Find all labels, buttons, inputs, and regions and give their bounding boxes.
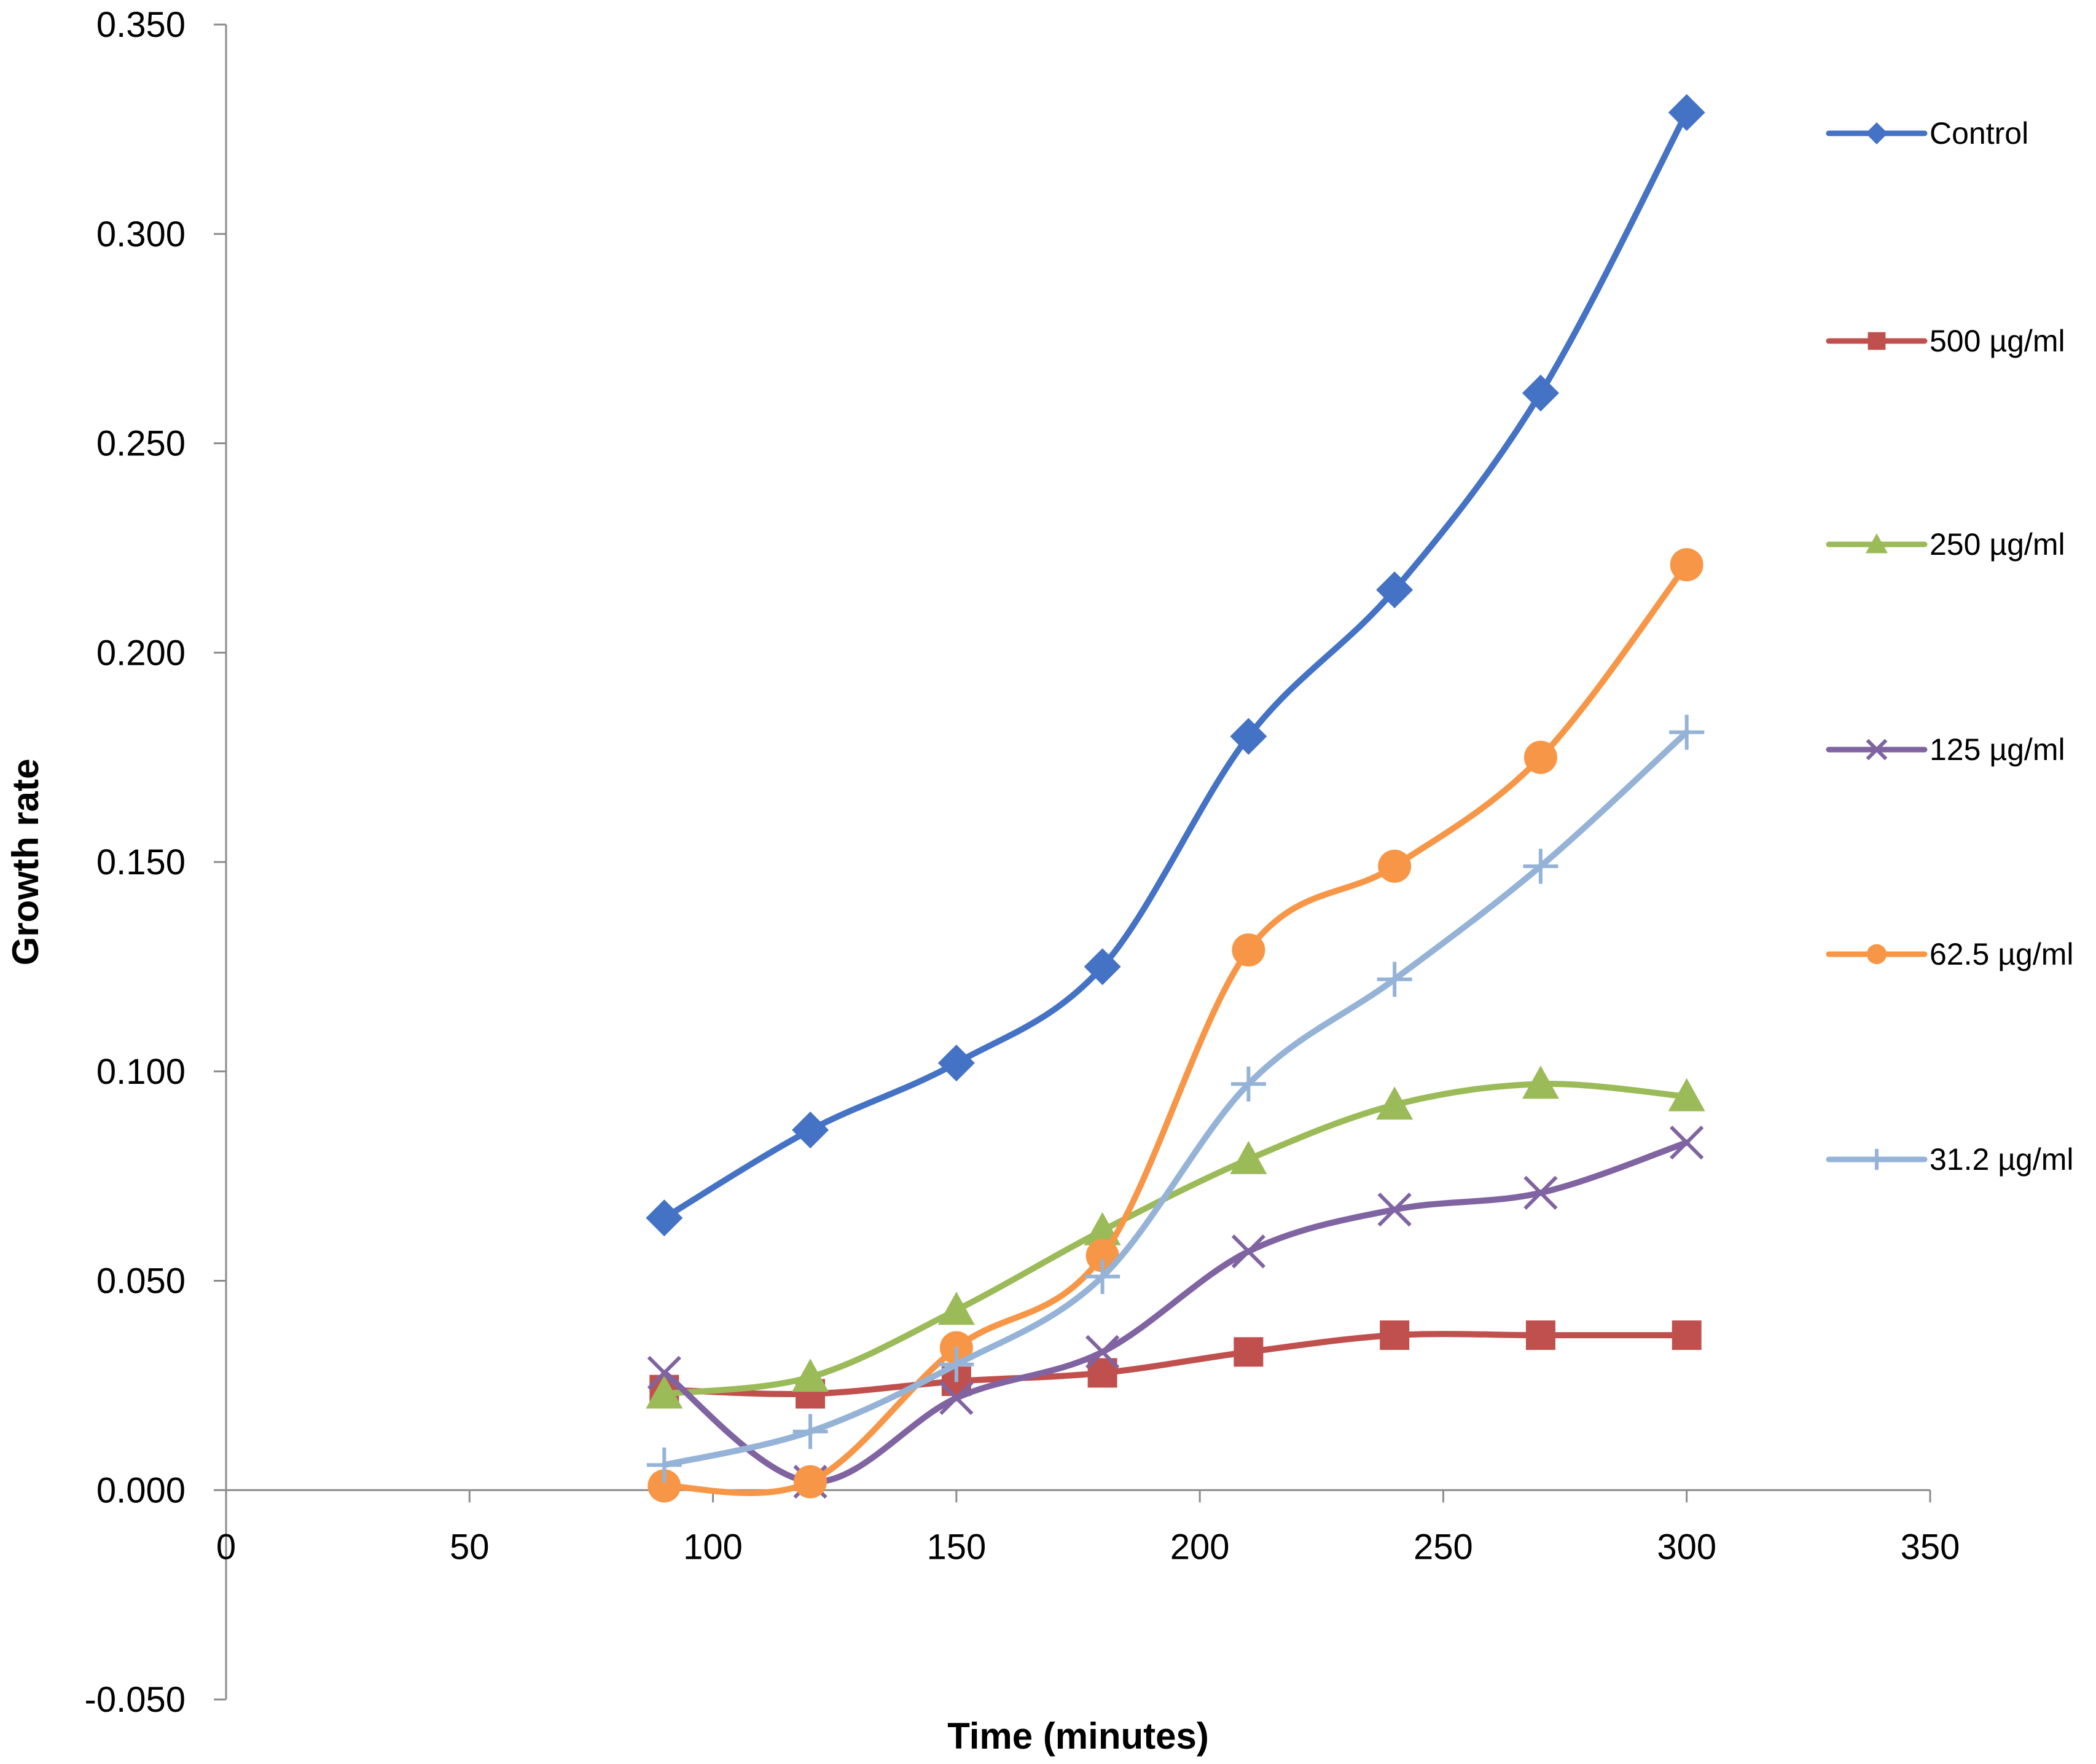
- legend-marker: [1867, 332, 1886, 350]
- legend-label: 62.5 µg/ml: [1930, 937, 2073, 971]
- data-point: [647, 1355, 681, 1390]
- legend-marker: [1866, 533, 1888, 554]
- x-tick-label: 200: [1170, 1527, 1230, 1567]
- data-point: [1523, 1175, 1558, 1210]
- x-tick-label: 300: [1657, 1527, 1716, 1567]
- data-point: [1377, 1193, 1412, 1227]
- data-point: [792, 1414, 828, 1449]
- data-point: [646, 1447, 682, 1483]
- legend-label: 250 µg/ml: [1930, 527, 2065, 562]
- legend-marker: [1866, 1148, 1888, 1170]
- y-tick-label: 0.000: [96, 1470, 186, 1510]
- series-2: [646, 1065, 1705, 1409]
- data-point: [646, 1375, 683, 1409]
- legend: Control 500 µg/ml 250 µg/ml 125 µg/ml 62.5 µ…: [1826, 116, 2073, 1177]
- data-point: [1084, 948, 1121, 986]
- data-point: [937, 1045, 975, 1082]
- legend-label: Control: [1930, 116, 2028, 151]
- data-point: [792, 1111, 829, 1149]
- legend-item: 250 µg/ml: [1826, 527, 2065, 562]
- data-point: [1669, 715, 1705, 750]
- data-point: [1670, 1125, 1704, 1160]
- x-tick-label: 0: [216, 1527, 236, 1567]
- data-point: [1232, 933, 1265, 967]
- data-point: [647, 1469, 681, 1503]
- series-line: [661, 109, 1690, 1221]
- y-tick-label: -0.050: [85, 1680, 186, 1720]
- y-tick-label: 0.150: [96, 842, 186, 882]
- series-0: [646, 94, 1705, 1237]
- y-ticks: -0.050 0.000 0.050 0.100 0.150 0.200 0.250 0.30…: [85, 5, 226, 1720]
- data-point: [1668, 94, 1705, 131]
- data-point: [1377, 962, 1412, 997]
- series-5: [646, 715, 1705, 1483]
- data-point: [1378, 849, 1412, 883]
- data-point: [1231, 1234, 1266, 1269]
- data-point: [1525, 1320, 1555, 1350]
- x-tick-label: 350: [1901, 1527, 1960, 1567]
- y-tick-label: 0.050: [96, 1261, 186, 1301]
- y-tick-label: 0.200: [96, 633, 186, 673]
- data-point: [646, 1199, 683, 1237]
- series-line: [661, 1331, 1690, 1397]
- data-point: [1376, 571, 1414, 609]
- y-tick-label: 0.350: [96, 5, 186, 45]
- legend-item: 62.5 µg/ml: [1826, 937, 2073, 971]
- data-point: [1230, 718, 1267, 755]
- legend-item: 125 µg/ml: [1826, 732, 2065, 767]
- data-point: [1523, 849, 1558, 884]
- legend-item: 31.2 µg/ml: [1826, 1142, 2073, 1177]
- data-point: [792, 1358, 829, 1392]
- legend-label: 125 µg/ml: [1930, 732, 2065, 767]
- data-point: [1523, 740, 1557, 774]
- data-point: [1522, 374, 1559, 412]
- series-layer: [646, 94, 1705, 1503]
- data-point: [1376, 1086, 1414, 1120]
- legend-marker: [1866, 122, 1888, 144]
- y-axis-title: Growth rate: [5, 759, 46, 966]
- x-tick-label: 50: [450, 1527, 490, 1567]
- series-4: [647, 548, 1703, 1503]
- data-point: [1230, 1066, 1266, 1102]
- data-point: [939, 1347, 974, 1382]
- data-point: [1670, 548, 1703, 582]
- legend-label: 31.2 µg/ml: [1930, 1142, 2073, 1177]
- axes: [225, 25, 1930, 1699]
- legend-marker: [1866, 739, 1888, 761]
- data-point: [1230, 1140, 1267, 1174]
- data-point: [939, 1381, 974, 1415]
- data-point: [1380, 1320, 1410, 1350]
- x-ticks: 0 50 100 150 200 250 300 350: [216, 1490, 1960, 1567]
- data-point: [1522, 1065, 1559, 1099]
- data-point: [1234, 1337, 1264, 1367]
- x-tick-label: 150: [926, 1527, 986, 1567]
- y-tick-label: 0.300: [96, 214, 186, 254]
- data-point: [794, 1465, 827, 1499]
- y-tick-label: 0.250: [96, 424, 186, 464]
- x-axis-title: Time (minutes): [947, 1715, 1209, 1757]
- data-point: [1085, 1335, 1120, 1369]
- x-tick-label: 100: [683, 1527, 743, 1567]
- data-point: [1668, 1078, 1705, 1111]
- legend-item: 500 µg/ml: [1826, 324, 2065, 358]
- legend-marker: [1866, 944, 1887, 965]
- series-line: [661, 562, 1690, 1496]
- series-1: [649, 1320, 1702, 1409]
- series-line: [661, 729, 1690, 1468]
- data-point: [1085, 1259, 1120, 1295]
- x-tick-label: 250: [1414, 1527, 1473, 1567]
- data-point: [937, 1292, 975, 1325]
- legend-label: 500 µg/ml: [1930, 324, 2065, 358]
- data-point: [1672, 1320, 1702, 1350]
- legend-item: Control: [1826, 116, 2028, 151]
- y-tick-label: 0.100: [96, 1052, 186, 1092]
